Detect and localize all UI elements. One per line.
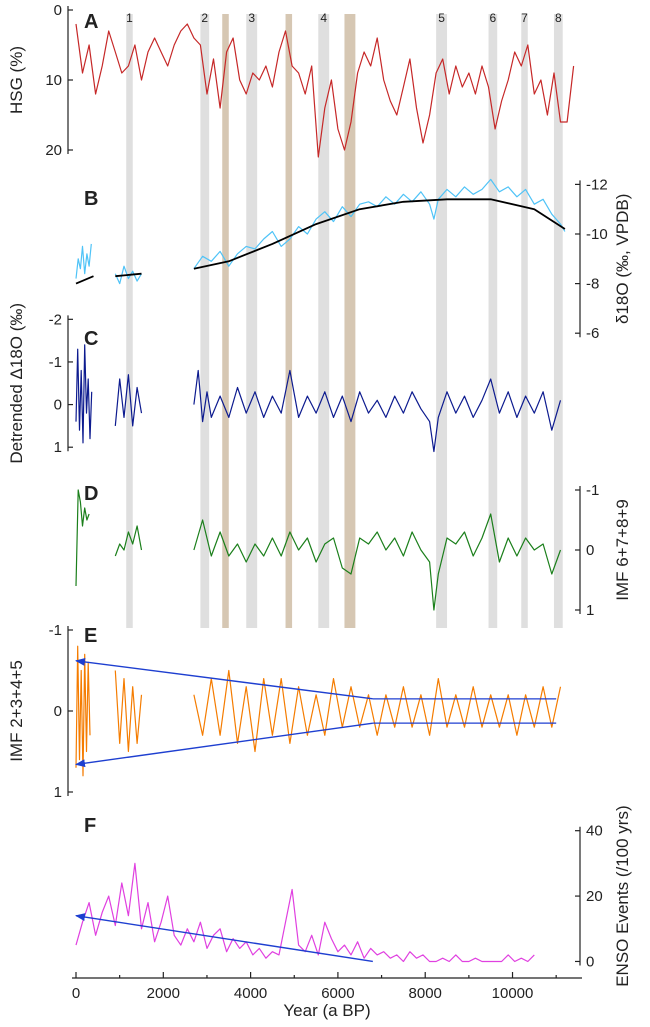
axis-title-d: IMF 6+7+8+9 bbox=[613, 499, 632, 601]
tick-label-a-2: 20 bbox=[45, 142, 62, 159]
band-label-8: 8 bbox=[555, 11, 562, 25]
panel-d bbox=[75, 489, 562, 611]
panel-b bbox=[75, 178, 566, 285]
panel-letter-f: F bbox=[84, 815, 96, 837]
band-label-3: 3 bbox=[248, 11, 255, 25]
series-c-detrended-18o-seg-1 bbox=[114, 374, 143, 427]
panel-f bbox=[75, 862, 535, 963]
series-b-trend-seg-2 bbox=[193, 198, 566, 270]
tick-label-c-1: -1 bbox=[49, 354, 62, 371]
series-c-detrended-18o-seg-0 bbox=[75, 344, 93, 444]
grey-band-2 bbox=[200, 14, 210, 628]
x-tick-label-4: 8000 bbox=[409, 985, 442, 1002]
series-d-imf-6-7-8-9-seg-0 bbox=[75, 489, 90, 587]
panel-letter-d: D bbox=[84, 483, 98, 505]
band-label-7: 7 bbox=[521, 11, 528, 25]
panel-letter-b: B bbox=[84, 188, 98, 210]
panel-letter-c: C bbox=[84, 328, 98, 350]
tick-label-e-1: 0 bbox=[54, 703, 62, 720]
series-b-trend-seg-1 bbox=[115, 272, 142, 278]
series-e-imf-2-3-4-5-seg-2 bbox=[193, 669, 562, 753]
panel-letter-a: A bbox=[84, 11, 98, 33]
grey-band-4 bbox=[318, 14, 330, 628]
tick-label-f-2: 40 bbox=[586, 823, 603, 840]
tick-label-d-1: 0 bbox=[586, 542, 594, 559]
tick-label-e-2: 1 bbox=[54, 784, 62, 801]
tick-label-c-3: 1 bbox=[54, 439, 62, 456]
grey-band-1 bbox=[126, 14, 133, 628]
x-tick-label-1: 2000 bbox=[147, 985, 180, 1002]
tick-label-c-2: 0 bbox=[54, 397, 62, 414]
axis-title-b: δ18O (‰, VPDB) bbox=[613, 194, 632, 324]
arrow-e-0 bbox=[75, 657, 373, 700]
series-a-hsg-seg-0 bbox=[75, 23, 575, 158]
tick-label-d-0: -1 bbox=[586, 482, 599, 499]
grey-band-5 bbox=[436, 14, 448, 628]
arrow-e-1 bbox=[75, 722, 373, 768]
tick-label-d-2: 1 bbox=[586, 602, 594, 619]
x-tick-label-3: 6000 bbox=[321, 985, 354, 1002]
tick-label-b-1: -10 bbox=[586, 226, 608, 243]
tick-label-b-3: -6 bbox=[586, 325, 599, 342]
band-label-2: 2 bbox=[201, 11, 208, 25]
grey-band-7 bbox=[521, 14, 528, 628]
panel-letter-e: E bbox=[84, 625, 97, 647]
series-e-imf-2-3-4-5-seg-0 bbox=[75, 645, 91, 777]
x-tick-label-2: 4000 bbox=[234, 985, 267, 1002]
axis-title-e: IMF 2+3+4+5 bbox=[7, 660, 26, 762]
tick-label-a-1: 10 bbox=[45, 72, 62, 89]
x-axis-title: Year (a BP) bbox=[283, 1001, 370, 1020]
x-tick-label-5: 10000 bbox=[492, 985, 534, 1002]
tick-label-a-0: 0 bbox=[54, 2, 62, 19]
grey-band-3 bbox=[246, 14, 258, 628]
band-label-5: 5 bbox=[438, 11, 445, 25]
tan-band-2 bbox=[285, 14, 293, 628]
series-b--18o-seg-0 bbox=[75, 243, 92, 279]
series-b--18o-seg-1 bbox=[114, 265, 143, 285]
axis-title-a: HSG (%) bbox=[7, 46, 26, 114]
arrow-f-0 bbox=[75, 913, 373, 963]
panel-e bbox=[75, 645, 562, 777]
band-label-4: 4 bbox=[320, 11, 327, 25]
series-layer bbox=[75, 23, 575, 963]
series-f-enso-events-seg-0 bbox=[75, 862, 535, 963]
series-b-trend-seg-0 bbox=[75, 275, 94, 285]
grey-band-8 bbox=[553, 14, 563, 628]
panel-c bbox=[75, 344, 562, 453]
series-c-detrended-18o-seg-2 bbox=[193, 369, 562, 453]
series-d-imf-6-7-8-9-seg-1 bbox=[114, 525, 143, 557]
axis-title-f: ENSO Events (/100 yrs) bbox=[613, 805, 632, 986]
tick-label-e-0: -1 bbox=[49, 622, 62, 639]
axis-title-c: Detrended Δ18O (‰) bbox=[7, 303, 26, 464]
band-label-6: 6 bbox=[490, 11, 497, 25]
tick-label-b-2: -8 bbox=[586, 276, 599, 293]
tick-label-b-0: -12 bbox=[586, 176, 608, 193]
series-e-imf-2-3-4-5-seg-1 bbox=[114, 670, 143, 753]
tan-band-3 bbox=[344, 14, 356, 628]
event-bands bbox=[126, 14, 563, 628]
tick-label-f-1: 20 bbox=[586, 888, 603, 905]
tick-label-f-0: 0 bbox=[586, 953, 594, 970]
panel-a bbox=[75, 23, 575, 158]
series-b--18o-seg-2 bbox=[193, 178, 566, 270]
tick-label-c-0: -2 bbox=[49, 311, 62, 328]
x-tick-label-0: 0 bbox=[72, 985, 80, 1002]
band-label-1: 1 bbox=[126, 11, 133, 25]
grey-band-6 bbox=[488, 14, 498, 628]
series-d-imf-6-7-8-9-seg-2 bbox=[193, 513, 562, 611]
tan-band-1 bbox=[222, 14, 229, 628]
